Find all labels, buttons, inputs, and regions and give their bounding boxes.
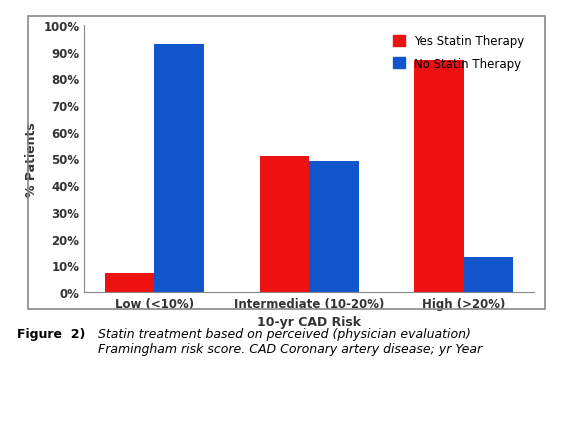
Bar bbox=[260, 157, 309, 292]
Bar bbox=[105, 274, 155, 292]
Text: Figure  2): Figure 2) bbox=[17, 327, 89, 340]
Text: Statin treatment based on perceived (physician evaluation)
Framingham risk score: Statin treatment based on perceived (phy… bbox=[98, 327, 482, 355]
X-axis label: 10-yr CAD Risk: 10-yr CAD Risk bbox=[257, 316, 361, 329]
Y-axis label: % Patients: % Patients bbox=[25, 122, 38, 197]
Legend: Yes Statin Therapy, No Statin Therapy: Yes Statin Therapy, No Statin Therapy bbox=[389, 32, 528, 74]
Bar bbox=[155, 44, 204, 292]
Bar bbox=[309, 162, 359, 292]
Bar bbox=[414, 61, 464, 292]
Bar bbox=[464, 258, 514, 292]
